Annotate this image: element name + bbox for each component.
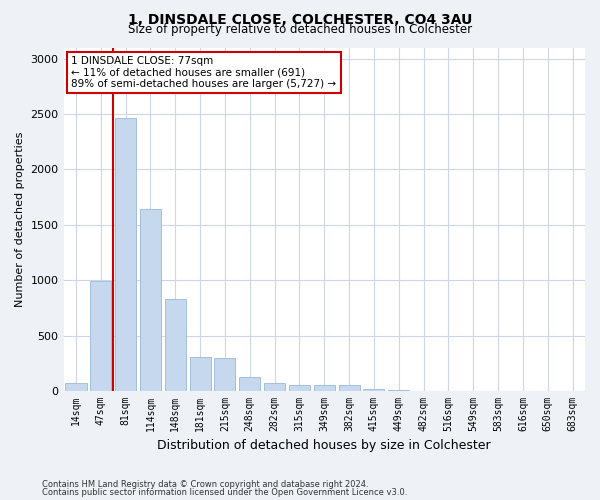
Bar (364, 388, 385, 391)
Bar (338, 385, 359, 391)
Bar (388, 390, 409, 391)
X-axis label: Distribution of detached houses by size in Colchester: Distribution of detached houses by size … (157, 440, 491, 452)
Bar (115, 118, 136, 391)
Text: Contains HM Land Registry data © Crown copyright and database right 2024.: Contains HM Land Registry data © Crown c… (42, 480, 368, 489)
Bar (239, 377, 260, 391)
Bar (165, 298, 186, 391)
Text: 1, DINSDALE CLOSE, COLCHESTER, CO4 3AU: 1, DINSDALE CLOSE, COLCHESTER, CO4 3AU (128, 12, 472, 26)
Bar (65, 382, 86, 391)
Text: Contains public sector information licensed under the Open Government Licence v3: Contains public sector information licen… (42, 488, 407, 497)
Y-axis label: Number of detached properties: Number of detached properties (15, 132, 25, 307)
Bar (214, 358, 235, 391)
Bar (90, 281, 112, 391)
Text: Size of property relative to detached houses in Colchester: Size of property relative to detached ho… (128, 22, 472, 36)
Bar (314, 385, 335, 391)
Bar (264, 382, 285, 391)
Text: 1 DINSDALE CLOSE: 77sqm
← 11% of detached houses are smaller (691)
89% of semi-d: 1 DINSDALE CLOSE: 77sqm ← 11% of detache… (71, 56, 337, 90)
Bar (140, 210, 161, 391)
Bar (289, 385, 310, 391)
Bar (190, 358, 211, 391)
